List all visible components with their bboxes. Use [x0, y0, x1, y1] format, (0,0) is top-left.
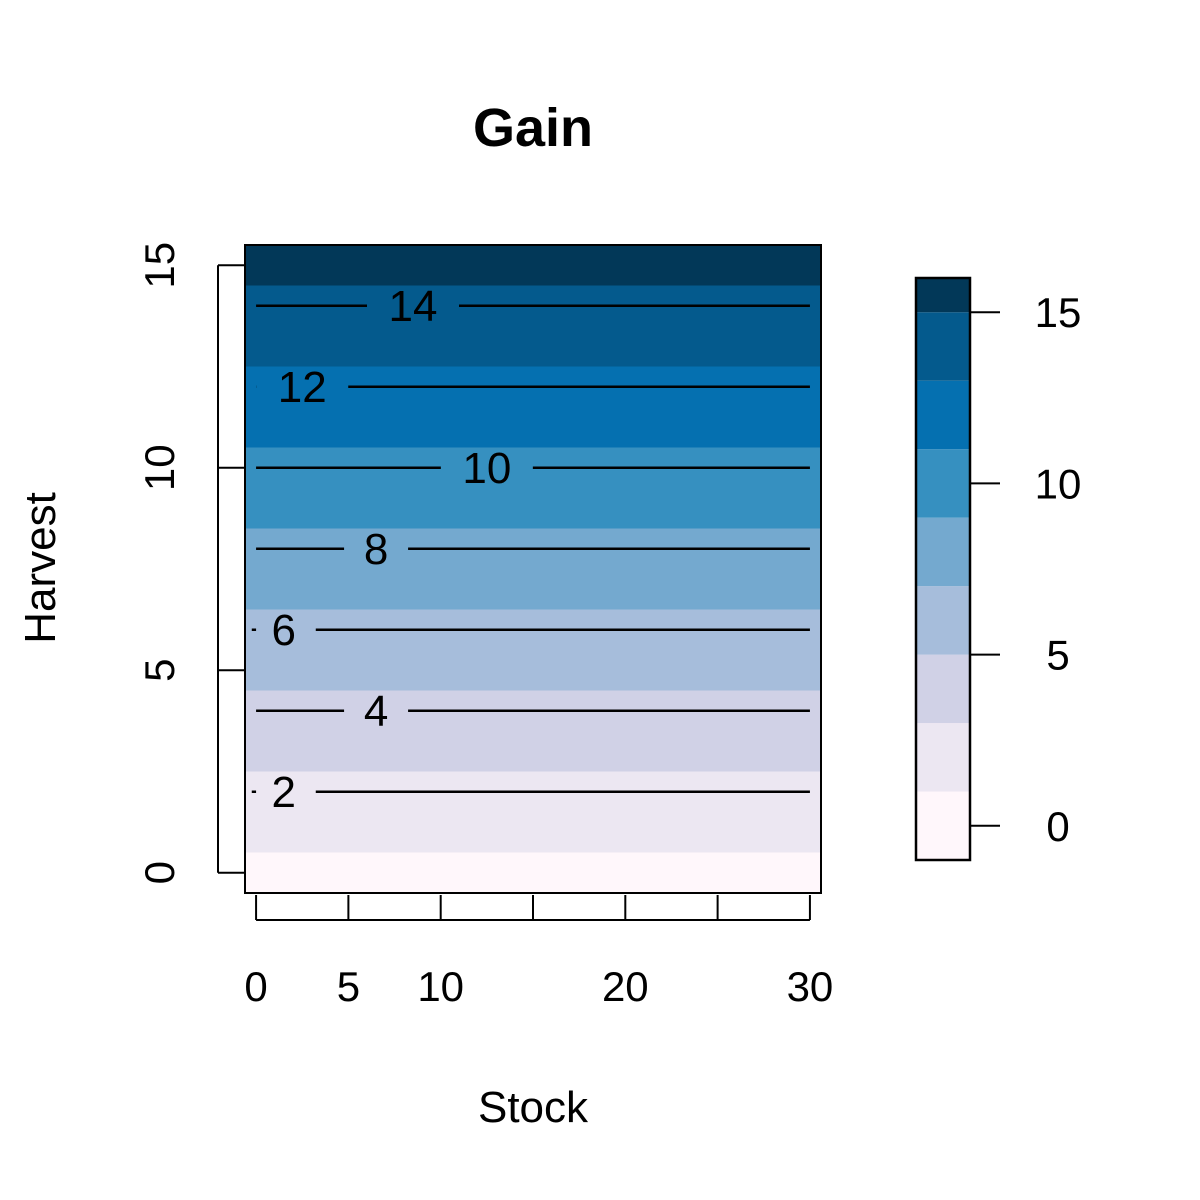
contour-label: 8	[364, 525, 388, 574]
heatmap-band	[245, 609, 821, 691]
x-axis-label: Stock	[478, 1083, 589, 1132]
chart-title: Gain	[473, 98, 593, 158]
heatmap-band	[245, 245, 821, 286]
heatmap-band	[245, 528, 821, 610]
legend-swatch	[916, 449, 970, 518]
legend-frame	[914, 276, 972, 862]
contour-label: 10	[462, 444, 511, 493]
heatmap-band	[245, 447, 821, 529]
heatmap-band	[245, 366, 821, 448]
legend-swatch	[916, 312, 970, 381]
legend-tick-label: 10	[1035, 460, 1082, 507]
x-tick-label: 0	[244, 963, 267, 1010]
legend-swatch	[916, 517, 970, 587]
legend-swatch	[916, 791, 970, 860]
legend-swatch	[916, 723, 970, 792]
color-legend: 0 5 10 15	[914, 276, 1082, 862]
x-tick-label: 30	[787, 963, 834, 1010]
heatmap-band	[245, 852, 821, 893]
contour-label: 6	[272, 606, 296, 655]
x-tick-label: 10	[417, 963, 464, 1010]
y-tick-label: 15	[136, 242, 183, 289]
legend-tick-label: 5	[1046, 632, 1069, 679]
heatmap-band	[245, 771, 821, 853]
contour-label: 14	[389, 282, 438, 331]
x-tick-label: 5	[337, 963, 360, 1010]
legend-swatch	[916, 654, 970, 724]
y-axis-label: Harvest	[16, 492, 65, 644]
heatmap-band	[245, 690, 821, 772]
legend-swatch	[916, 380, 970, 450]
contour-label: 2	[272, 768, 296, 817]
x-tick-label: 20	[602, 963, 649, 1010]
legend-tick-label: 0	[1046, 803, 1069, 850]
contour-label: 12	[278, 363, 327, 412]
y-tick-label: 5	[136, 659, 183, 682]
legend-tick-label: 15	[1035, 289, 1082, 336]
y-tick-label: 0	[136, 861, 183, 884]
contour-label: 4	[364, 687, 388, 736]
plot-frame	[244, 244, 822, 894]
y-axis: 0 5 10 15	[136, 242, 245, 884]
x-axis: 0 5 10 20 30	[244, 895, 833, 1010]
legend-swatch	[916, 278, 970, 313]
heatmap-bands	[245, 245, 821, 893]
y-tick-label: 10	[136, 444, 183, 491]
heatmap-band	[245, 285, 821, 367]
contour-lines: 2 4 6 8 10 12 14	[251, 282, 810, 817]
legend-swatch	[916, 586, 970, 655]
